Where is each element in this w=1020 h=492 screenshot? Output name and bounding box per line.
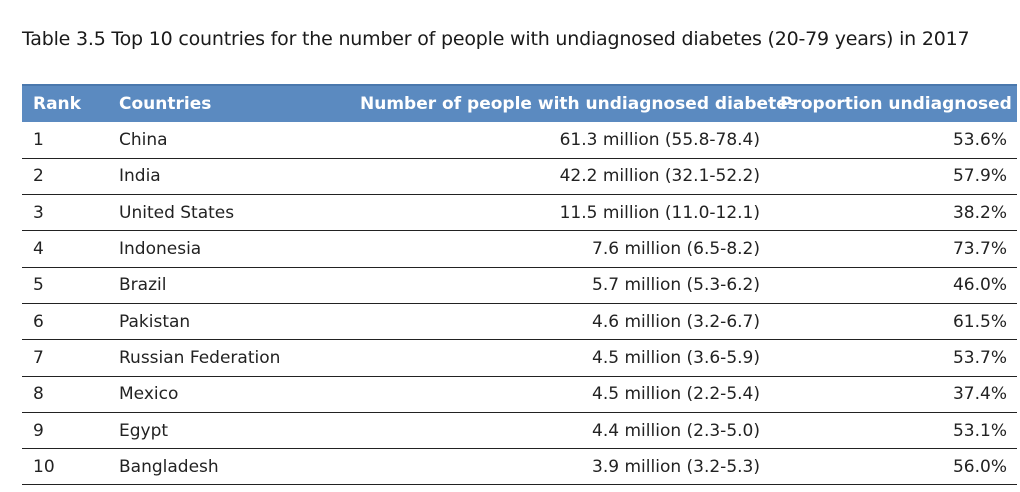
- cell-country: Indonesia: [109, 230, 350, 268]
- cell-rank: 7: [22, 339, 109, 377]
- table-row: 10 Bangladesh 3.9 million (3.2-5.3) 56.0…: [22, 448, 1017, 486]
- table-body: 1 China 61.3 million (55.8-78.4) 53.6% 2…: [22, 122, 1017, 486]
- table-row: 1 China 61.3 million (55.8-78.4) 53.6%: [22, 122, 1017, 159]
- table-row: 5 Brazil 5.7 million (5.3-6.2) 46.0%: [22, 267, 1017, 304]
- cell-country: United States: [109, 194, 350, 232]
- cell-country: Mexico: [109, 376, 350, 413]
- table-row: 6 Pakistan 4.6 million (3.2-6.7) 61.5%: [22, 303, 1017, 341]
- cell-rank: 10: [22, 448, 109, 486]
- table-row: 2 India 42.2 million (32.1-52.2) 57.9%: [22, 158, 1017, 196]
- diabetes-table: Rank Countries Number of people with und…: [22, 84, 1017, 486]
- cell-proportion: 56.0%: [770, 448, 1017, 486]
- cell-proportion: 38.2%: [770, 194, 1017, 232]
- cell-proportion: 61.5%: [770, 303, 1017, 341]
- header-rank: Rank: [22, 84, 109, 122]
- cell-proportion: 53.7%: [770, 339, 1017, 377]
- cell-rank: 9: [22, 412, 109, 450]
- cell-proportion: 53.6%: [770, 122, 1017, 159]
- table-title: Table 3.5 Top 10 countries for the numbe…: [22, 28, 970, 50]
- cell-rank: 3: [22, 194, 109, 232]
- cell-number: 3.9 million (3.2-5.3): [350, 448, 770, 486]
- cell-rank: 1: [22, 122, 109, 159]
- cell-number: 4.5 million (3.6-5.9): [350, 339, 770, 377]
- cell-number: 7.6 million (6.5-8.2): [350, 230, 770, 268]
- cell-rank: 5: [22, 267, 109, 304]
- cell-number: 4.4 million (2.3-5.0): [350, 412, 770, 450]
- cell-country: Brazil: [109, 267, 350, 304]
- cell-number: 4.5 million (2.2-5.4): [350, 376, 770, 413]
- cell-proportion: 73.7%: [770, 230, 1017, 268]
- header-row: Rank Countries Number of people with und…: [22, 84, 1017, 122]
- cell-country: Egypt: [109, 412, 350, 450]
- header-proportion-undiagnosed: Proportion undiagnosed: [770, 84, 1017, 122]
- cell-country: Russian Federation: [109, 339, 350, 377]
- cell-number: 4.6 million (3.2-6.7): [350, 303, 770, 341]
- table-row: 7 Russian Federation 4.5 million (3.6-5.…: [22, 339, 1017, 377]
- cell-proportion: 53.1%: [770, 412, 1017, 450]
- table-header: Rank Countries Number of people with und…: [22, 84, 1017, 122]
- cell-proportion: 37.4%: [770, 376, 1017, 413]
- cell-number: 61.3 million (55.8-78.4): [350, 122, 770, 159]
- cell-rank: 8: [22, 376, 109, 413]
- cell-rank: 4: [22, 230, 109, 268]
- cell-country: China: [109, 122, 350, 159]
- cell-proportion: 57.9%: [770, 158, 1017, 196]
- header-number-undiagnosed: Number of people with undiagnosed diabet…: [350, 84, 798, 122]
- table-row: 4 Indonesia 7.6 million (6.5-8.2) 73.7%: [22, 230, 1017, 268]
- cell-rank: 6: [22, 303, 109, 341]
- table-row: 3 United States 11.5 million (11.0-12.1)…: [22, 194, 1017, 232]
- cell-proportion: 46.0%: [770, 267, 1017, 304]
- table-row: 8 Mexico 4.5 million (2.2-5.4) 37.4%: [22, 376, 1017, 413]
- cell-rank: 2: [22, 158, 109, 196]
- cell-country: India: [109, 158, 350, 196]
- cell-number: 42.2 million (32.1-52.2): [350, 158, 770, 196]
- cell-country: Bangladesh: [109, 448, 350, 486]
- table-row: 9 Egypt 4.4 million (2.3-5.0) 53.1%: [22, 412, 1017, 450]
- header-countries: Countries: [109, 84, 350, 122]
- cell-country: Pakistan: [109, 303, 350, 341]
- cell-number: 11.5 million (11.0-12.1): [350, 194, 770, 232]
- cell-number: 5.7 million (5.3-6.2): [350, 267, 770, 304]
